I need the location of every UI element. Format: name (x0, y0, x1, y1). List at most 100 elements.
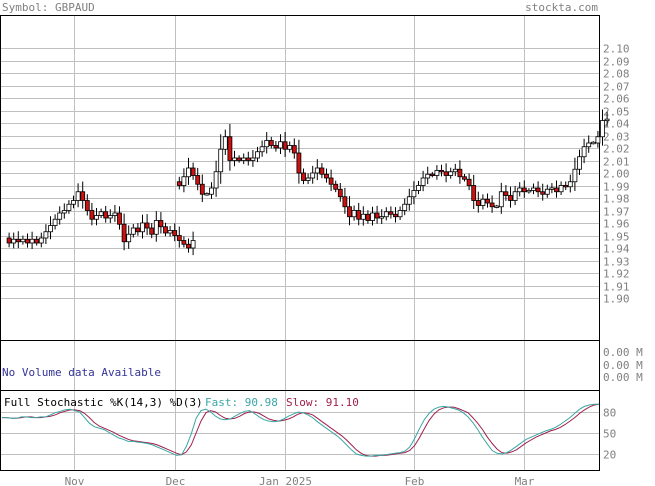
candle-body (107, 215, 113, 219)
candle-body (176, 235, 182, 241)
price-tick-label: 2.09 (603, 56, 630, 69)
candle-body (549, 187, 555, 190)
candle-body (310, 172, 316, 179)
stoch-slow-value: Slow: 91.10 (286, 396, 359, 409)
candle-body (360, 213, 366, 220)
candle-body (227, 136, 233, 161)
candle-body (29, 238, 35, 244)
candle-body (577, 156, 582, 170)
candle-body (199, 183, 205, 195)
candle-body (236, 157, 242, 161)
month-label: Feb (405, 475, 425, 486)
candle-body (563, 184, 569, 188)
price-tick-label: 2.01 (603, 156, 630, 169)
stoch-level-label: 80 (603, 407, 616, 420)
candle-body (347, 206, 352, 218)
candle-body (439, 169, 444, 173)
candle-body (130, 227, 136, 235)
candle-body (420, 177, 426, 186)
candle-body (471, 185, 477, 201)
price-panel (0, 15, 600, 341)
candle-body (351, 210, 357, 218)
stoch-fast-line (2, 403, 599, 457)
date-axis: Nov Dec Jan 2025 Feb Mar (65, 475, 535, 486)
candle-body (181, 176, 187, 186)
candle-body (356, 210, 362, 220)
candle-body (397, 210, 403, 218)
candle-body (590, 141, 596, 145)
price-tick-label: 1.93 (603, 256, 630, 269)
candle-body (503, 191, 509, 196)
candle-body (600, 120, 605, 138)
candle-body (222, 136, 228, 150)
price-tick-label: 1.98 (603, 193, 630, 206)
candle-body (245, 157, 251, 161)
candle-body (259, 146, 265, 153)
volume-label-1: 0.00 M (603, 346, 643, 359)
candle-body (494, 205, 500, 208)
candle-body (604, 118, 610, 122)
candle-body (278, 141, 283, 149)
price-tick-label: 2.04 (603, 118, 630, 131)
candle-body (383, 211, 389, 218)
candle-body (411, 190, 417, 198)
candle-body (172, 230, 178, 236)
candle-body (6, 237, 12, 244)
vertical-grid (74, 16, 525, 470)
volume-label-3: 0.00 M (603, 371, 643, 384)
price-axis: 2.102.092.082.072.062.052.042.032.022.01… (603, 43, 630, 306)
candle-body (531, 187, 536, 191)
candle-body (457, 168, 463, 178)
candle-body (388, 211, 394, 215)
candle-body (135, 227, 141, 233)
candle-body (218, 148, 224, 173)
stoch-slow-line (2, 403, 600, 457)
price-tick-label: 1.99 (603, 181, 630, 194)
candle-body (282, 141, 288, 150)
candle-body (213, 171, 219, 189)
price-tick-label: 2.03 (603, 131, 630, 144)
price-tick-label: 2.05 (603, 106, 630, 119)
candle-body (572, 168, 578, 183)
candle-body (71, 200, 76, 205)
candle-body (595, 136, 601, 144)
stoch-level-label: 50 (603, 428, 616, 441)
price-tick-label: 2.00 (603, 168, 630, 181)
candle-body (540, 191, 546, 195)
candle-body (273, 145, 279, 149)
price-tick-label: 2.07 (603, 81, 630, 94)
candle-body (61, 210, 67, 214)
candle-body (190, 167, 196, 176)
candle-body (406, 196, 412, 205)
candle-body (370, 212, 375, 221)
price-tick-label: 1.92 (603, 268, 630, 281)
stoch-level-label: 20 (603, 449, 616, 462)
candle-body (250, 157, 256, 161)
no-volume-message: No Volume data Available (2, 366, 161, 379)
candle-body (544, 188, 550, 195)
candle-body (66, 203, 72, 211)
candle-body (153, 220, 159, 235)
candle-body (94, 215, 99, 220)
candle-body (186, 243, 191, 249)
candle-body (416, 185, 421, 191)
candle-body (291, 145, 297, 154)
candle-body (98, 211, 104, 216)
month-label: Nov (65, 475, 85, 486)
candle-body (581, 146, 587, 158)
candle-body (80, 191, 86, 201)
candle-body (112, 212, 118, 216)
candle-body (374, 212, 380, 219)
price-tick-label: 1.95 (603, 231, 630, 244)
candle-body (452, 168, 458, 173)
candle-body (328, 177, 334, 185)
candle-body (567, 181, 573, 188)
candle-body (140, 222, 145, 233)
candle-body (480, 198, 486, 206)
candles (6, 109, 610, 256)
site-label: stockta.com (525, 1, 598, 14)
candle-body (443, 171, 449, 176)
candle-body (144, 222, 150, 229)
candle-body (121, 223, 127, 243)
